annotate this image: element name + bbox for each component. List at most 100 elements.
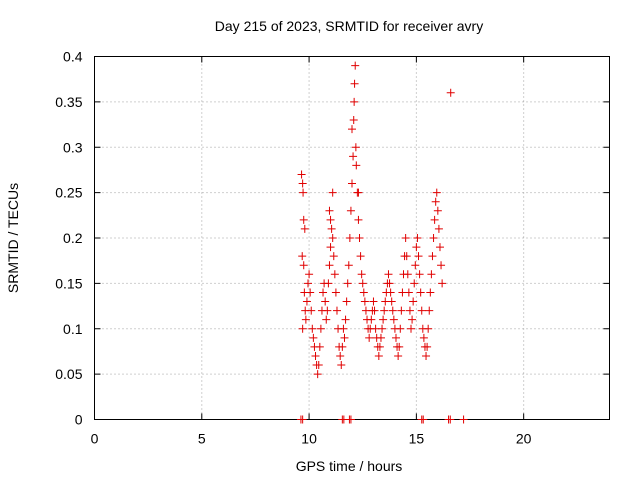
data-point — [299, 261, 308, 270]
data-point — [423, 342, 432, 351]
grid-lines — [94, 56, 610, 420]
data-point — [331, 288, 340, 297]
data-point — [323, 306, 332, 315]
data-point — [426, 288, 435, 297]
data-point — [314, 361, 323, 370]
data-point — [298, 324, 307, 333]
data-point — [343, 279, 352, 288]
data-point — [379, 315, 388, 324]
data-point — [349, 116, 358, 125]
data-point — [356, 252, 365, 261]
x-tick-label: 0 — [91, 431, 99, 447]
data-point — [344, 261, 353, 270]
x-tick-label: 5 — [198, 431, 206, 447]
data-point — [346, 415, 355, 424]
data-point — [437, 261, 446, 270]
data-point — [339, 324, 348, 333]
data-point — [407, 324, 416, 333]
data-point — [431, 197, 440, 206]
data-point — [403, 270, 412, 279]
data-point — [434, 224, 443, 233]
data-point — [419, 333, 428, 342]
data-point — [432, 188, 441, 197]
data-point — [350, 79, 359, 88]
data-point — [325, 206, 334, 215]
data-point — [299, 215, 308, 224]
y-tick-label: 0.3 — [63, 139, 83, 155]
data-point — [446, 88, 455, 97]
data-point — [433, 206, 442, 215]
data-point — [430, 215, 439, 224]
data-point — [329, 252, 338, 261]
data-point — [319, 288, 328, 297]
data-point — [342, 297, 351, 306]
y-tick-label: 0.1 — [63, 321, 83, 337]
data-point — [300, 224, 309, 233]
data-point — [346, 206, 355, 215]
data-point — [306, 288, 315, 297]
data-point — [429, 234, 438, 242]
x-tick-label: 10 — [301, 431, 317, 447]
data-point — [396, 324, 405, 333]
data-point — [308, 324, 317, 333]
data-point — [351, 143, 360, 152]
data-point — [298, 179, 307, 188]
data-point — [409, 297, 418, 306]
data-point — [419, 415, 428, 424]
data-point — [307, 306, 316, 315]
data-point — [298, 415, 307, 424]
data-point — [337, 361, 346, 370]
data-point — [425, 306, 434, 315]
data-point — [322, 315, 331, 324]
data-point — [395, 342, 404, 351]
data-point — [340, 333, 349, 342]
data-point — [410, 279, 419, 288]
data-point — [309, 333, 318, 342]
data-point — [348, 179, 356, 188]
data-point — [326, 243, 335, 252]
data-point — [313, 370, 322, 379]
data-point — [380, 306, 389, 315]
x-tick-label: 15 — [409, 431, 425, 447]
data-point — [328, 188, 337, 197]
y-tick-label: 0.25 — [55, 185, 82, 201]
data-point — [387, 297, 396, 306]
data-point — [413, 234, 422, 242]
x-tick-label: 20 — [516, 431, 532, 447]
data-point — [325, 261, 334, 270]
data-point — [358, 279, 367, 288]
data-point — [370, 306, 379, 315]
data-point — [438, 279, 447, 288]
data-point — [384, 270, 393, 279]
data-point — [378, 324, 387, 333]
data-point — [350, 97, 359, 106]
data-point — [298, 252, 307, 261]
data-point — [386, 288, 395, 297]
data-point — [354, 188, 363, 197]
data-point — [359, 288, 368, 297]
data-point — [297, 170, 306, 179]
data-point — [304, 279, 313, 288]
data-point — [348, 125, 356, 134]
data-point — [397, 306, 406, 315]
data-point — [446, 415, 455, 424]
data-point — [427, 270, 436, 279]
data-point — [345, 234, 354, 242]
data-point — [311, 351, 320, 360]
data-point — [315, 342, 324, 351]
data-point — [435, 243, 444, 252]
data-point — [388, 306, 397, 315]
data-point — [324, 279, 333, 288]
y-tick-label: 0.2 — [63, 230, 83, 246]
data-point — [305, 270, 314, 279]
chart-title: Day 215 of 2023, SRMTID for receiver avr… — [215, 18, 483, 34]
y-tick-label: 0.15 — [55, 275, 82, 291]
data-point — [428, 252, 437, 261]
data-point — [301, 315, 310, 324]
data-point — [326, 215, 335, 224]
data-point — [389, 315, 398, 324]
data-point — [391, 333, 400, 342]
data-point — [336, 351, 345, 360]
data-point — [411, 261, 420, 270]
